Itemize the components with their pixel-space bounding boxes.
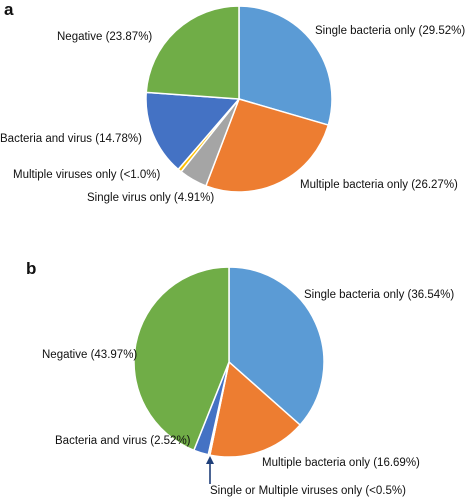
slice-label-a-1: Multiple bacteria only (26.27%) — [300, 179, 458, 191]
pie-slice-b-negative — [133, 266, 230, 452]
pie-slice-a-single-bacteria-only — [238, 5, 333, 126]
slice-label-a-5: Negative (23.87%) — [57, 31, 152, 43]
pie-chart-b: b Single bacteria only (36.54%) Multiple… — [26, 259, 454, 497]
pie-slice-a-negative — [145, 5, 240, 100]
slice-label-a-3: Multiple viruses only (<1.0%) — [13, 169, 160, 181]
slice-label-b-2: Single or Multiple viruses only (<0.5%) — [210, 485, 406, 497]
pie-chart-a: a Single bacteria only (29.52%) Multiple… — [0, 0, 465, 204]
slice-label-a-0: Single bacteria only (29.52%) — [315, 25, 465, 37]
pie-slice-a-multiple-bacteria-only — [205, 98, 330, 193]
pie-slice-a-bacteria-and-virus — [145, 91, 240, 171]
slice-label-b-4: Negative (43.97%) — [42, 349, 137, 361]
pie-slice-b-multiple-bacteria-only — [209, 361, 301, 458]
slice-label-a-2: Single virus only (4.91%) — [87, 192, 214, 204]
pie-b-slices — [133, 266, 325, 458]
pie-slice-b-single-bacteria-only — [228, 266, 325, 426]
slice-label-b-0: Single bacteria only (36.54%) — [304, 289, 454, 301]
pie-a-slices — [145, 5, 333, 193]
slice-label-b-1: Multiple bacteria only (16.69%) — [262, 457, 420, 469]
slice-label-a-4: Bacteria and virus (14.78%) — [0, 133, 142, 145]
panel-letter-a: a — [4, 0, 14, 19]
panel-letter-b: b — [26, 259, 36, 278]
slice-label-b-3: Bacteria and virus (2.52%) — [55, 435, 191, 447]
